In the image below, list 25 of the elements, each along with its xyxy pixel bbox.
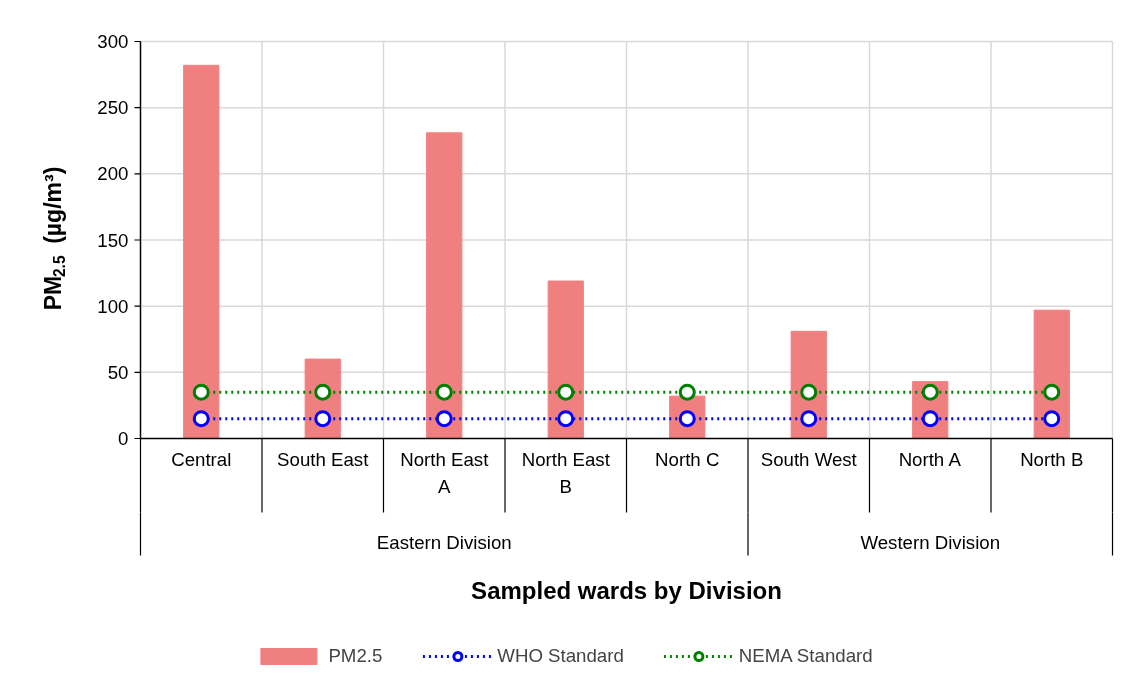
y-tick-label: 250 [97, 97, 129, 119]
legend-label: PM2.5 [328, 645, 383, 667]
x-tick-label: Central [171, 448, 232, 470]
legend-label: NEMA Standard [738, 645, 873, 667]
text: Western Division [860, 531, 1001, 553]
x-tick-label: North East B [521, 448, 611, 497]
bar [547, 280, 584, 439]
y-tick-label: 200 [97, 163, 129, 185]
y-tick-label: 50 [107, 361, 129, 383]
x-tick-label: North A [898, 448, 962, 470]
bar [426, 132, 463, 439]
x-tick-label: North C [655, 448, 720, 470]
x-tick-label: South West [760, 448, 858, 470]
y-tick-label: 100 [97, 295, 129, 317]
legend-label: WHO Standard [497, 645, 624, 667]
y-tick-label: 300 [97, 31, 129, 52]
x-axis-title: Sampled wards by Division [471, 577, 782, 604]
y-tick-label: 150 [97, 229, 129, 251]
y-axis-title: PM2.5 (µg/m³) [39, 166, 68, 311]
x-tick-label: North B [1020, 448, 1084, 470]
x-tick-label: South East [277, 448, 370, 470]
y-tick-label: 0 [118, 428, 129, 449]
x-tick-label: North East A [400, 448, 490, 497]
text: Eastern Division [376, 531, 512, 553]
bar [183, 64, 220, 439]
